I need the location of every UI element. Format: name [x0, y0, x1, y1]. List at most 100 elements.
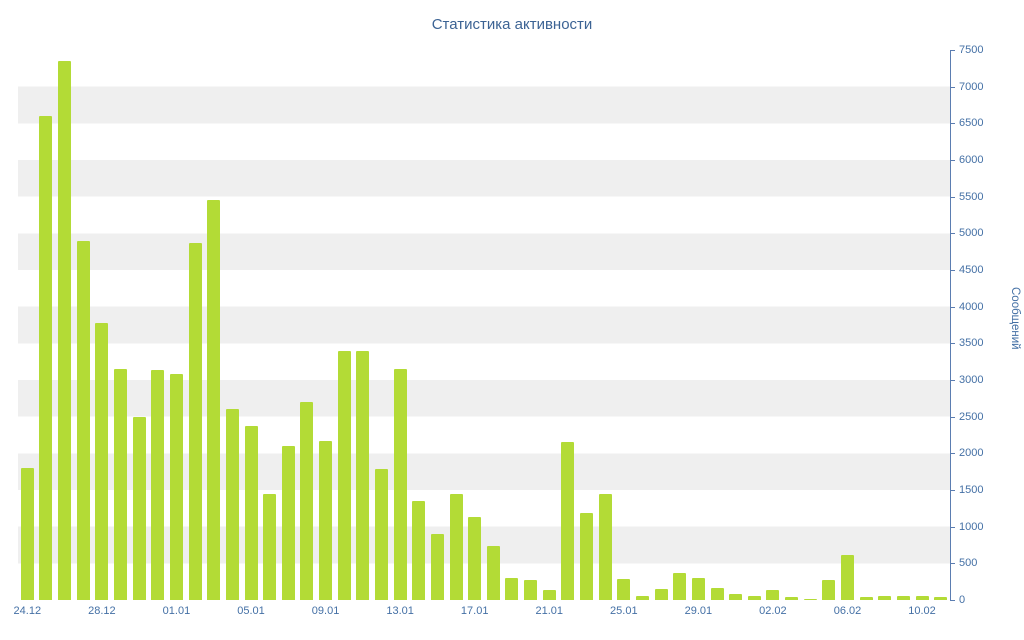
x-tick-label: 24.12 — [13, 605, 42, 617]
bar — [356, 350, 370, 600]
y-tick-mark — [950, 490, 955, 491]
bar — [263, 493, 277, 600]
x-tick-label: 10.02 — [908, 605, 936, 617]
bar — [840, 554, 854, 600]
bar — [878, 595, 892, 600]
y-tick-label: 2000 — [959, 447, 984, 460]
y-tick-label: 500 — [959, 557, 978, 570]
y-tick-label: 0 — [959, 594, 966, 606]
y-tick-label: 3000 — [959, 374, 984, 386]
y-tick-mark — [950, 50, 955, 51]
bar — [803, 599, 817, 600]
bar — [673, 572, 687, 600]
bar — [934, 597, 948, 600]
bar — [319, 440, 333, 600]
y-tick-label: 4500 — [959, 264, 984, 276]
y-tick-mark — [950, 306, 955, 308]
y-tick-mark — [950, 233, 955, 235]
bar — [710, 587, 724, 600]
chart-title: Статистика активности — [431, 16, 593, 33]
bar — [524, 580, 538, 600]
x-tick-label: 28.12 — [88, 605, 116, 617]
y-tick-mark — [950, 563, 955, 565]
y-tick-mark — [950, 160, 955, 161]
bar — [412, 501, 426, 600]
bar — [132, 416, 146, 600]
y-tick-label: 5500 — [959, 190, 984, 203]
bar — [39, 116, 53, 600]
bar — [896, 595, 910, 600]
bar — [915, 596, 929, 600]
bar — [822, 580, 836, 600]
bar — [114, 369, 128, 600]
bar — [430, 534, 444, 600]
bar — [561, 442, 575, 600]
y-tick-mark — [950, 196, 955, 198]
y-axis-line — [950, 50, 951, 601]
y-tick-label: 7000 — [959, 80, 984, 93]
bar — [393, 369, 407, 600]
y-tick-mark — [950, 416, 955, 418]
y-tick-label: 6000 — [959, 154, 984, 166]
bar — [766, 590, 780, 600]
y-tick-mark — [950, 600, 955, 601]
bar — [281, 446, 295, 600]
y-tick-mark — [950, 453, 955, 455]
bar — [337, 350, 351, 600]
x-tick-label: 29.01 — [684, 605, 713, 617]
x-tick-label: 17.01 — [460, 605, 489, 617]
y-tick-label: 7500 — [959, 44, 984, 56]
x-tick-label: 21.01 — [535, 605, 563, 617]
bar — [225, 409, 239, 600]
bar — [374, 469, 388, 600]
x-tick-label: 01.01 — [162, 605, 191, 617]
bar — [207, 200, 221, 600]
bar — [747, 595, 761, 600]
y-tick-mark — [950, 343, 955, 345]
x-tick-label: 25.01 — [610, 605, 638, 617]
bar — [635, 595, 649, 600]
y-tick-mark — [950, 123, 955, 125]
y-tick-label: 1000 — [959, 520, 984, 533]
bar — [188, 242, 202, 600]
plot-area — [18, 50, 950, 600]
x-tick-label: 02.02 — [759, 605, 787, 617]
y-tick-mark — [950, 526, 955, 528]
bar — [598, 493, 612, 600]
y-tick-label: 1500 — [959, 484, 984, 496]
y-tick-label: 5000 — [959, 227, 984, 240]
bar — [169, 374, 183, 600]
y-tick-label: 6500 — [959, 117, 984, 130]
x-tick-label: 06.02 — [833, 605, 862, 617]
bar — [505, 578, 519, 600]
bar — [542, 590, 556, 600]
bar — [300, 402, 314, 600]
bar — [20, 468, 34, 600]
bar — [58, 61, 72, 600]
bar — [785, 597, 799, 600]
bar — [859, 597, 873, 600]
y-tick-mark — [950, 270, 955, 271]
bar — [449, 493, 463, 600]
bar — [729, 594, 743, 600]
bar — [76, 240, 90, 600]
y-tick-label: 4000 — [959, 300, 984, 313]
y-tick-label: 2500 — [959, 410, 984, 423]
y-tick-label: 3500 — [959, 337, 984, 350]
y-axis-title: Сообщений — [1009, 287, 1021, 350]
y-tick-mark — [950, 380, 955, 381]
y-tick-mark — [950, 86, 955, 88]
bar — [617, 579, 631, 600]
x-tick-label: 09.01 — [311, 605, 340, 617]
bar — [654, 589, 668, 600]
bar — [691, 578, 705, 600]
bar — [151, 370, 165, 600]
bar — [468, 517, 482, 600]
bar — [580, 513, 594, 600]
x-tick-label: 05.01 — [237, 605, 265, 617]
bar — [486, 546, 500, 600]
bar — [244, 426, 258, 600]
bar — [95, 322, 109, 600]
x-tick-label: 13.01 — [386, 605, 414, 617]
